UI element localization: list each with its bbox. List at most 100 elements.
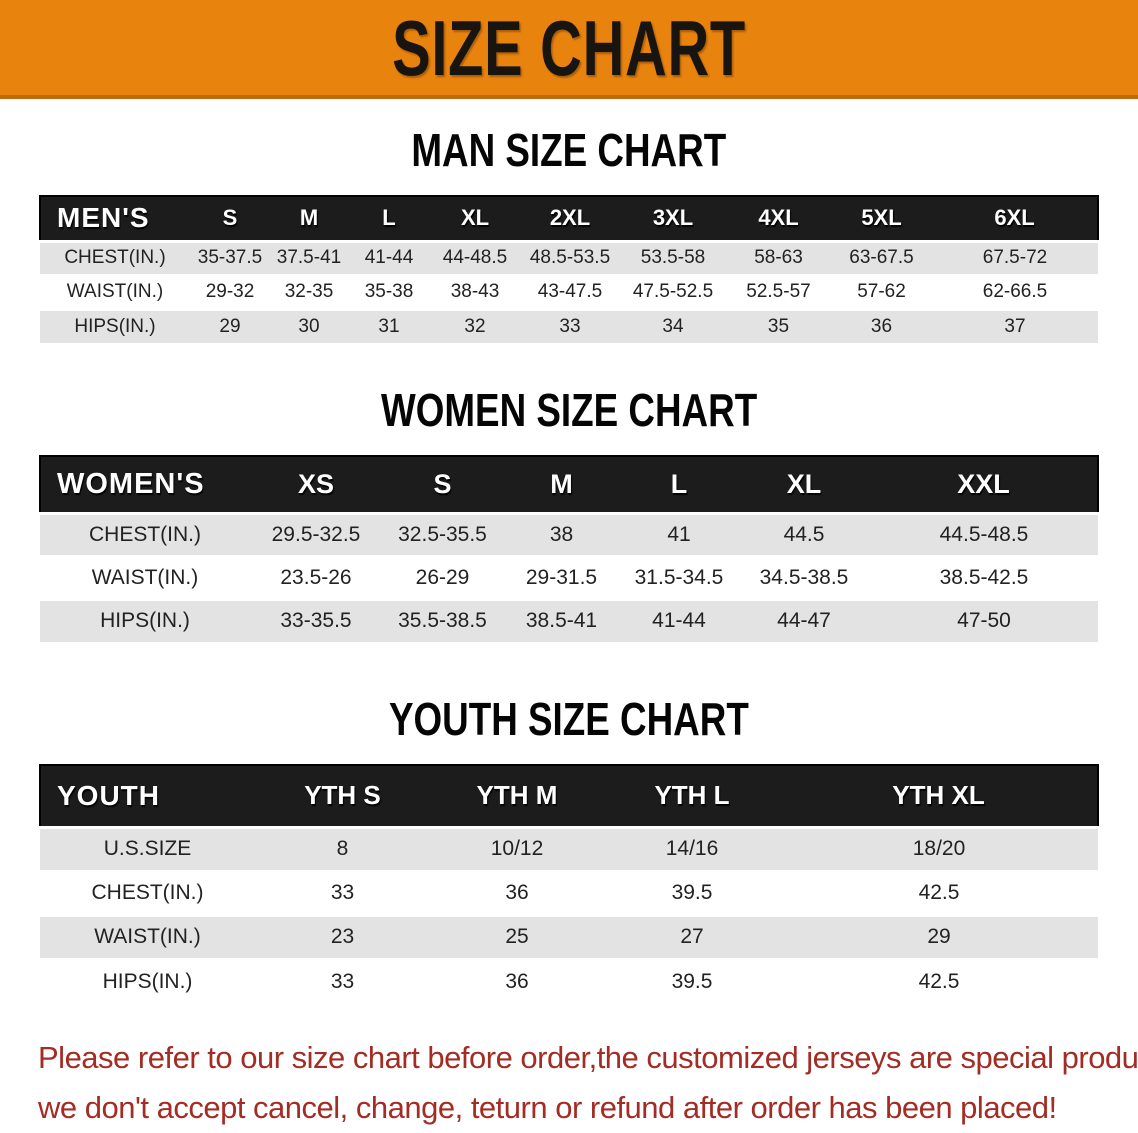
women-cell-1-2: 29-31.5	[503, 554, 620, 599]
youth-table-row: HIPS(IN.) 33 36 39.5 42.5	[40, 957, 1098, 1003]
women-cell-1-0: 23.5-26	[250, 554, 382, 599]
women-cell-2-5: 47-50	[870, 597, 1098, 642]
men-cell-2-5: 34	[620, 307, 726, 343]
men-cell-1-1: 32-35	[270, 273, 348, 309]
women-cell-1-3: 31.5-34.5	[620, 554, 738, 599]
disclaimer: Please refer to our size chart before or…	[0, 1033, 1138, 1133]
men-cell-2-7: 36	[831, 307, 932, 343]
women-cell-1-1: 26-29	[382, 554, 503, 599]
men-table-body: CHEST(IN.) 35-37.5 37.5-41 41-44 44-48.5 48.5…	[40, 239, 1098, 343]
youth-cell-3-2: 39.5	[604, 957, 780, 1003]
youth-cell-1-0: 33	[255, 869, 430, 915]
youth-cell-2-2: 27	[604, 913, 780, 959]
men-row-label-2: HIPS(IN.)	[40, 307, 190, 343]
youth-header-row: YOUTH YTH S YTH M YTH L YTH XL	[39, 764, 1099, 828]
men-table-row: CHEST(IN.) 35-37.5 37.5-41 41-44 44-48.5 48.5…	[40, 239, 1098, 275]
youth-cell-0-0: 8	[255, 825, 430, 871]
youth-group-label: YOUTH	[39, 764, 255, 828]
youth-cell-0-2: 14/16	[604, 825, 780, 871]
men-cell-2-8: 37	[932, 307, 1098, 343]
women-cell-2-3: 41-44	[620, 597, 738, 642]
men-cell-1-7: 57-62	[831, 273, 932, 309]
men-cell-1-4: 43-47.5	[520, 273, 620, 309]
youth-cell-1-1: 36	[430, 869, 604, 915]
women-cell-2-0: 33-35.5	[250, 597, 382, 642]
women-table-head: WOMEN'S XS S M L XL XXL	[39, 455, 1099, 514]
women-cell-2-4: 44-47	[738, 597, 870, 642]
youth-cell-2-0: 23	[255, 913, 430, 959]
men-cell-0-6: 58-63	[726, 239, 831, 275]
women-cell-0-5: 44.5-48.5	[870, 511, 1098, 556]
youth-size-0: YTH S	[255, 764, 430, 828]
disclaimer-line-1: Please refer to our size chart before or…	[38, 1040, 1138, 1075]
men-size-5: 3XL	[620, 195, 726, 242]
women-size-0: XS	[250, 455, 382, 514]
men-cell-0-5: 53.5-58	[620, 239, 726, 275]
women-table-body: CHEST(IN.) 29.5-32.5 32.5-35.5 38 41 44.5 44.5…	[40, 511, 1098, 642]
youth-section-title: YOUTH SIZE CHART	[0, 692, 1138, 746]
women-section-title: WOMEN SIZE CHART	[0, 383, 1138, 437]
youth-cell-3-1: 36	[430, 957, 604, 1003]
youth-table-row: WAIST(IN.) 23 25 27 29	[40, 913, 1098, 959]
men-row-label-1: WAIST(IN.)	[40, 273, 190, 309]
women-row-label-1: WAIST(IN.)	[40, 554, 250, 599]
men-cell-0-2: 41-44	[348, 239, 430, 275]
women-cell-0-3: 41	[620, 511, 738, 556]
women-size-3: L	[620, 455, 738, 514]
youth-row-label-0: U.S.SIZE	[40, 825, 255, 871]
women-cell-1-4: 34.5-38.5	[738, 554, 870, 599]
youth-table-row: U.S.SIZE 8 10/12 14/16 18/20	[40, 825, 1098, 871]
men-section-title-text: MAN SIZE CHART	[411, 124, 727, 176]
youth-cell-1-3: 42.5	[780, 869, 1098, 915]
men-size-4: 2XL	[520, 195, 620, 242]
women-size-table: WOMEN'S XS S M L XL XXL CHEST(IN.) 29.5-32.5 32.5…	[39, 455, 1099, 642]
youth-cell-3-3: 42.5	[780, 957, 1098, 1003]
men-cell-0-0: 35-37.5	[190, 239, 270, 275]
women-section-title-text: WOMEN SIZE CHART	[380, 384, 758, 436]
women-cell-0-4: 44.5	[738, 511, 870, 556]
youth-cell-0-3: 18/20	[780, 825, 1098, 871]
men-cell-0-7: 63-67.5	[831, 239, 932, 275]
men-cell-2-6: 35	[726, 307, 831, 343]
men-cell-1-0: 29-32	[190, 273, 270, 309]
men-section-title: MAN SIZE CHART	[0, 123, 1138, 177]
men-cell-0-4: 48.5-53.5	[520, 239, 620, 275]
youth-cell-3-0: 33	[255, 957, 430, 1003]
youth-size-2: YTH L	[604, 764, 780, 828]
men-cell-2-0: 29	[190, 307, 270, 343]
women-size-2: M	[503, 455, 620, 514]
men-cell-1-6: 52.5-57	[726, 273, 831, 309]
men-cell-0-8: 67.5-72	[932, 239, 1098, 275]
youth-row-label-2: WAIST(IN.)	[40, 913, 255, 959]
youth-table-row: CHEST(IN.) 33 36 39.5 42.5	[40, 869, 1098, 915]
men-size-8: 6XL	[932, 195, 1099, 242]
women-cell-0-0: 29.5-32.5	[250, 511, 382, 556]
men-header-row: MEN'S S M L XL 2XL 3XL 4XL 5XL 6XL	[39, 195, 1099, 242]
men-cell-0-3: 44-48.5	[430, 239, 520, 275]
men-size-3: XL	[430, 195, 520, 242]
women-size-4: XL	[738, 455, 870, 514]
women-table-row: HIPS(IN.) 33-35.5 35.5-38.5 38.5-41 41-44 44-…	[40, 597, 1098, 642]
youth-size-3: YTH XL	[780, 764, 1099, 828]
disclaimer-line-2: we don't accept cancel, change, teturn o…	[38, 1090, 1057, 1125]
women-table-row: CHEST(IN.) 29.5-32.5 32.5-35.5 38 41 44.5 44.5…	[40, 511, 1098, 556]
women-cell-2-2: 38.5-41	[503, 597, 620, 642]
men-cell-2-4: 33	[520, 307, 620, 343]
men-cell-0-1: 37.5-41	[270, 239, 348, 275]
banner-title: SIZE CHART	[392, 4, 746, 92]
men-cell-1-5: 47.5-52.5	[620, 273, 726, 309]
women-cell-0-1: 32.5-35.5	[382, 511, 503, 556]
men-size-6: 4XL	[726, 195, 831, 242]
men-group-label: MEN'S	[39, 195, 190, 242]
youth-size-table: YOUTH YTH S YTH M YTH L YTH XL U.S.SIZE 8 10/12…	[39, 764, 1099, 1003]
youth-cell-2-3: 29	[780, 913, 1098, 959]
women-cell-1-5: 38.5-42.5	[870, 554, 1098, 599]
youth-cell-2-1: 25	[430, 913, 604, 959]
women-group-label: WOMEN'S	[39, 455, 250, 514]
youth-row-label-3: HIPS(IN.)	[40, 957, 255, 1003]
women-table-row: WAIST(IN.) 23.5-26 26-29 29-31.5 31.5-34.5 34…	[40, 554, 1098, 599]
men-table-head: MEN'S S M L XL 2XL 3XL 4XL 5XL 6XL	[39, 195, 1099, 242]
men-cell-1-2: 35-38	[348, 273, 430, 309]
youth-cell-1-2: 39.5	[604, 869, 780, 915]
men-size-0: S	[190, 195, 270, 242]
